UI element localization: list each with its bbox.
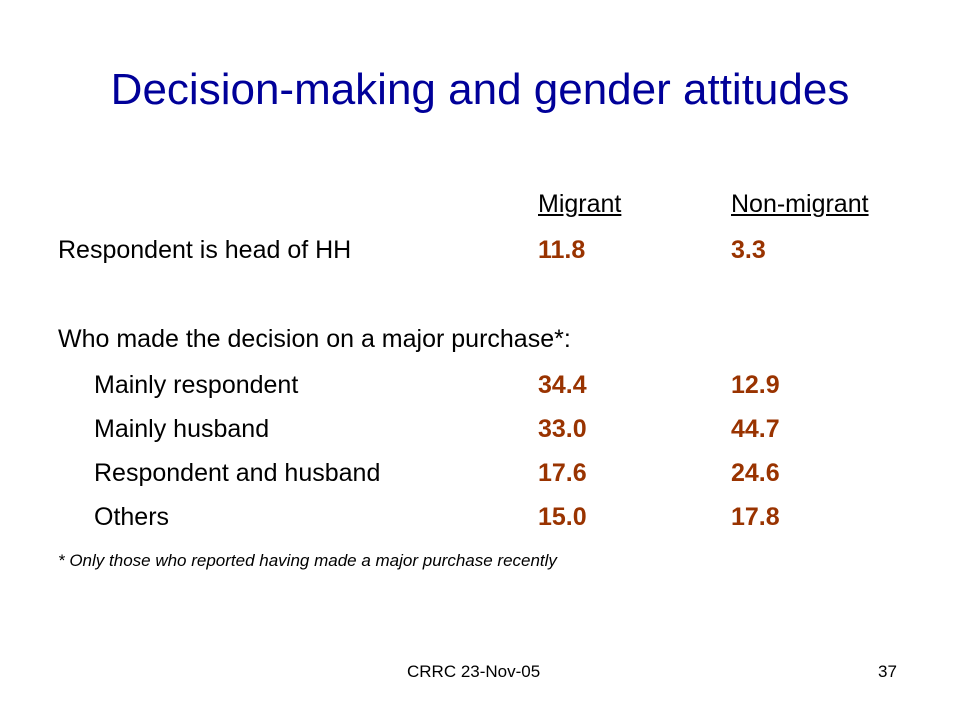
value-others-non-migrant: 17.8 [731, 503, 780, 531]
value-mainly-husband-migrant: 33.0 [538, 415, 587, 443]
value-mainly-respondent-migrant: 34.4 [538, 371, 587, 399]
column-header-migrant: Migrant [538, 190, 622, 218]
page-number: 37 [878, 662, 897, 681]
row-label-mainly-husband: Mainly husband [94, 415, 270, 443]
value-head-of-hh-non-migrant: 3.3 [731, 236, 766, 264]
value-mainly-husband-non-migrant: 44.7 [731, 415, 780, 443]
row-label-head-of-hh: Respondent is head of HH [58, 236, 352, 264]
row-label-others: Others [94, 503, 170, 531]
value-others-migrant: 15.0 [538, 503, 587, 531]
value-respondent-and-husband-migrant: 17.6 [538, 459, 587, 487]
footer-source: CRRC 23-Nov-05 [407, 662, 541, 681]
purchase-question: Who made the decision on a major purchas… [58, 325, 571, 353]
row-label-respondent-and-husband: Respondent and husband [94, 459, 381, 487]
slide-title: Decision-making and gender attitudes [110, 65, 850, 114]
value-head-of-hh-migrant: 11.8 [538, 236, 586, 264]
footnote: * Only those who reported having made a … [58, 551, 557, 570]
value-respondent-and-husband-non-migrant: 24.6 [731, 459, 780, 487]
value-mainly-respondent-non-migrant: 12.9 [731, 371, 780, 399]
column-header-non-migrant: Non-migrant [731, 190, 869, 218]
row-label-mainly-respondent: Mainly respondent [94, 371, 299, 399]
